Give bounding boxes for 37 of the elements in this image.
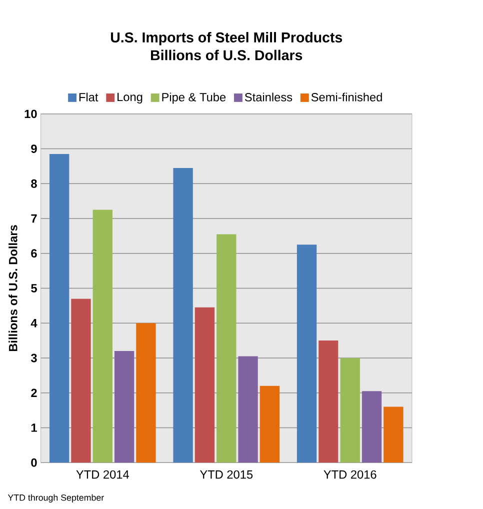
bar — [92, 210, 112, 463]
legend-label: Semi-finished — [311, 92, 382, 102]
x-tick-label: YTD 2016 — [324, 470, 376, 479]
y-tick-label: 4 — [30, 319, 38, 328]
legend-label: Pipe & Tube — [162, 92, 226, 104]
text: YTD through September — [8, 494, 104, 502]
bar — [49, 154, 70, 463]
x-tick-label: YTD 2015 — [200, 470, 252, 479]
y-tick-label: 8 — [30, 179, 37, 188]
legend-label: Stainless — [244, 92, 292, 102]
legend-label: Flat — [79, 92, 98, 102]
bar — [194, 307, 214, 463]
bar — [238, 356, 258, 463]
bar — [114, 351, 134, 463]
y-tick-label: 3 — [30, 354, 37, 362]
y-tick-label: 6 — [31, 249, 37, 258]
y-tick-label: 10 — [24, 110, 37, 118]
x-tick-label: YTD 2014 — [76, 470, 129, 479]
y-tick-label: 0 — [31, 458, 37, 467]
bar — [216, 234, 236, 463]
chart-title: U.S. Imports of Steel Mill Products Billions of U.S. Dollars — [110, 32, 342, 60]
y-axis-title: Billions of U.S. Dollars — [8, 225, 18, 352]
bar — [340, 358, 360, 463]
bar — [296, 244, 317, 463]
bar — [173, 168, 193, 463]
legend-label: Long — [117, 92, 142, 104]
bar — [318, 340, 338, 463]
y-tick-label: 5 — [30, 284, 37, 292]
bar — [136, 323, 156, 463]
bar — [384, 406, 404, 463]
y-tick-label: 9 — [31, 144, 37, 153]
y-tick-label: 7 — [31, 214, 37, 223]
bar — [260, 386, 280, 463]
bar — [71, 298, 91, 463]
y-tick-label: 2 — [31, 388, 37, 397]
bar — [362, 391, 382, 463]
y-tick-label: 1 — [31, 424, 37, 432]
